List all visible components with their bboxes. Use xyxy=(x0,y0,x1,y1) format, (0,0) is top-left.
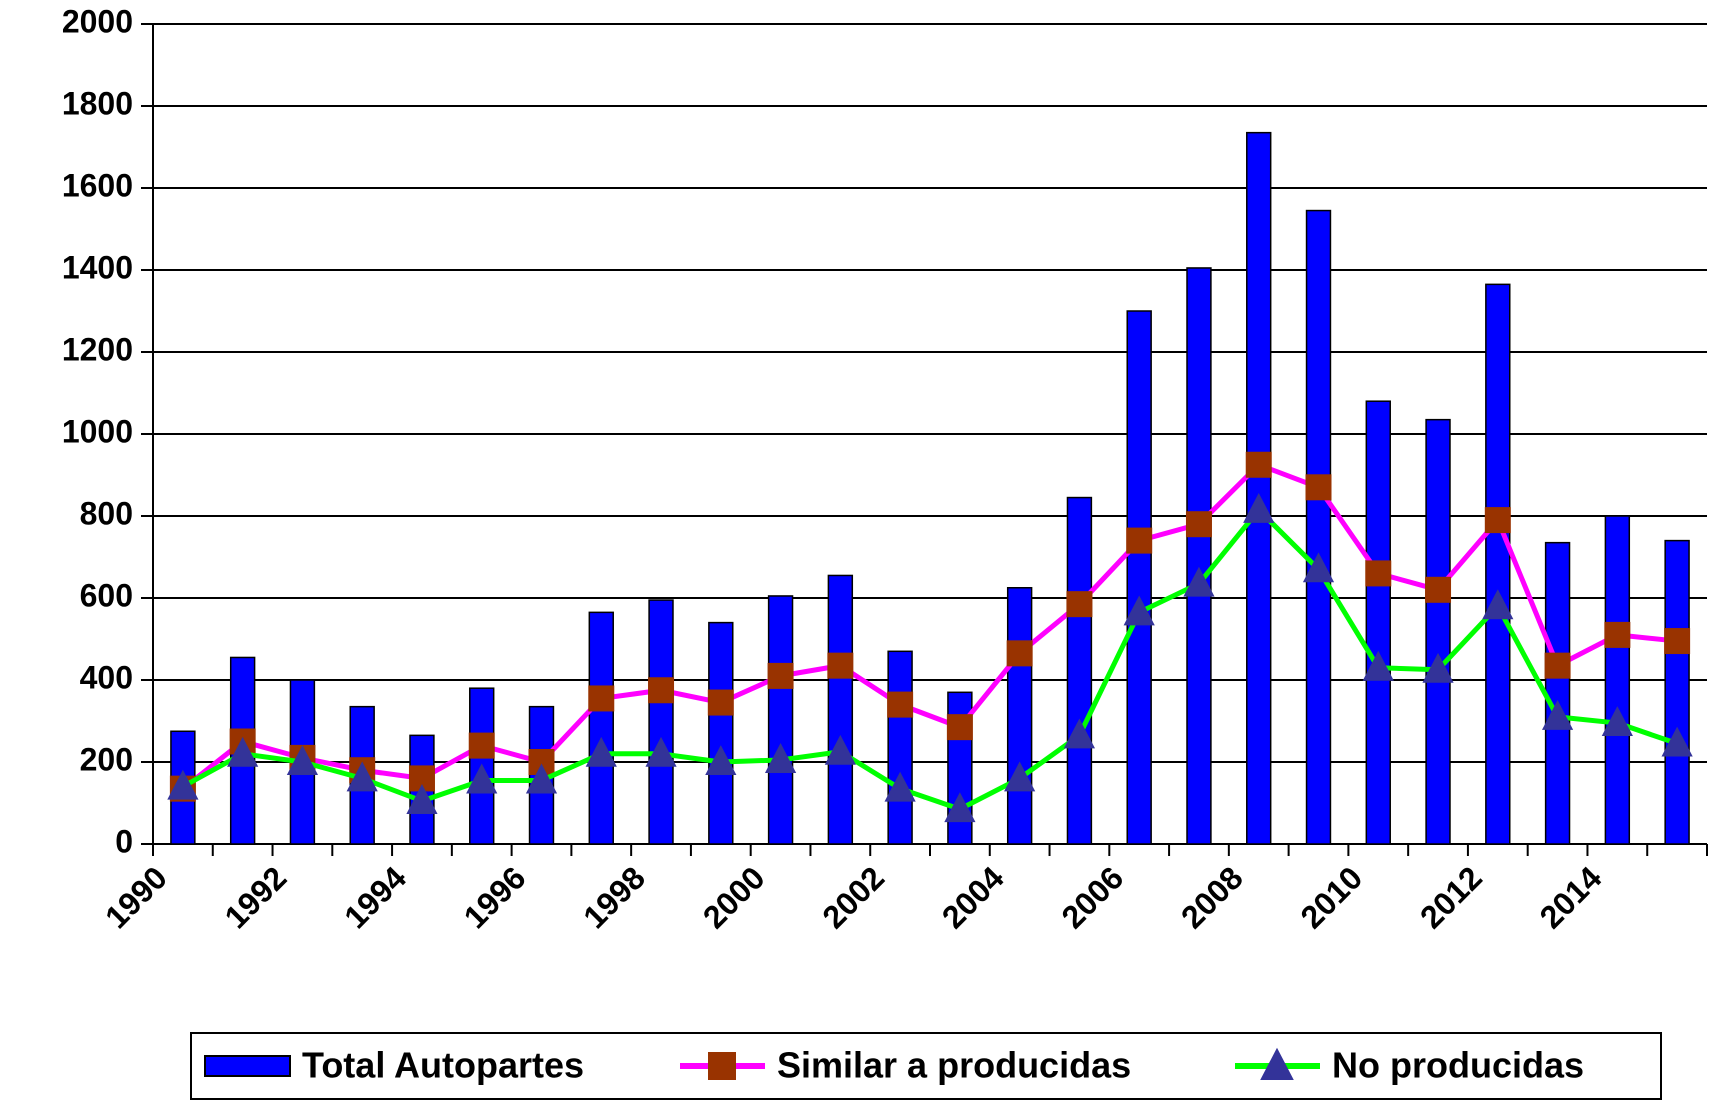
x-tick-label: 1990 xyxy=(98,859,174,935)
marker xyxy=(1123,595,1155,626)
bar xyxy=(1305,209,1332,845)
y-tick-label: 1600 xyxy=(62,167,133,203)
line xyxy=(181,462,1678,791)
bar xyxy=(1425,418,1451,845)
x-tick-label: 2008 xyxy=(1174,859,1250,935)
marker xyxy=(648,677,675,704)
marker xyxy=(468,732,495,759)
marker xyxy=(1063,718,1096,749)
bar xyxy=(1485,283,1511,845)
y-tick-label: 1400 xyxy=(62,249,133,285)
x-tick-label: 2006 xyxy=(1054,859,1130,935)
marker xyxy=(585,736,617,767)
marker xyxy=(1243,492,1275,523)
marker xyxy=(1425,576,1452,603)
marker xyxy=(1664,628,1691,655)
marker xyxy=(286,745,319,775)
marker xyxy=(1305,474,1332,501)
y-tick-label: 400 xyxy=(80,659,133,695)
marker xyxy=(1601,706,1633,737)
x-tick-label: 2010 xyxy=(1294,859,1370,935)
marker xyxy=(1183,566,1215,597)
bar xyxy=(887,650,913,845)
marker xyxy=(1006,640,1033,667)
y-tick-label: 2000 xyxy=(62,3,133,39)
marker xyxy=(1604,621,1631,648)
x-tick-label: 1994 xyxy=(337,859,413,935)
bar xyxy=(1365,400,1391,845)
marker xyxy=(707,689,734,716)
y-tick-label: 1000 xyxy=(62,413,133,449)
x-tick-label: 2014 xyxy=(1533,859,1609,935)
y-tick-label: 200 xyxy=(80,741,133,777)
marker xyxy=(525,763,558,794)
legend-label: Similar a producidas xyxy=(777,1045,1131,1086)
legend-marker xyxy=(708,1052,736,1080)
marker xyxy=(1365,560,1392,587)
marker xyxy=(1245,451,1272,478)
marker xyxy=(887,691,914,718)
x-tick-label: 2000 xyxy=(696,859,772,935)
bar xyxy=(1006,587,1033,845)
bar xyxy=(1664,539,1690,845)
bar xyxy=(767,595,794,845)
bar xyxy=(1186,267,1212,845)
marker xyxy=(1541,700,1574,730)
marker xyxy=(1004,761,1036,792)
bar xyxy=(1544,541,1571,845)
bar xyxy=(1246,131,1272,845)
marker xyxy=(1422,652,1454,683)
bar xyxy=(1604,515,1631,845)
y-tick-label: 800 xyxy=(80,495,133,531)
marker xyxy=(406,784,438,814)
marker xyxy=(1185,511,1212,538)
y-tick-label: 1200 xyxy=(62,331,133,367)
line xyxy=(181,507,1678,812)
x-tick-label: 1992 xyxy=(218,859,294,935)
marker xyxy=(1302,552,1335,583)
legend-swatch xyxy=(204,1055,291,1077)
marker xyxy=(167,769,199,800)
legend-label: Total Autopartes xyxy=(302,1045,584,1086)
bar xyxy=(1126,310,1152,845)
marker xyxy=(827,652,854,679)
marker xyxy=(466,763,498,794)
marker xyxy=(1362,650,1394,681)
legend-marker xyxy=(1260,1047,1294,1080)
legend-box xyxy=(190,1032,1662,1100)
marker xyxy=(884,771,916,802)
marker xyxy=(227,736,259,767)
bar xyxy=(708,621,734,845)
marker xyxy=(1482,589,1514,620)
y-tick-label: 1800 xyxy=(62,85,133,121)
bar xyxy=(648,599,674,845)
x-tick-label: 1998 xyxy=(576,859,652,935)
marker xyxy=(824,734,856,765)
y-tick-label: 0 xyxy=(115,823,133,859)
marker xyxy=(767,662,794,689)
marker xyxy=(944,792,976,823)
marker xyxy=(946,714,973,741)
marker xyxy=(588,685,615,712)
marker xyxy=(645,736,677,767)
marker xyxy=(1484,507,1511,534)
marker xyxy=(346,761,378,792)
marker xyxy=(1661,726,1693,757)
bar xyxy=(588,611,614,845)
marker xyxy=(1126,527,1153,554)
y-tick-label: 600 xyxy=(80,577,133,613)
bar xyxy=(1066,496,1093,845)
x-tick-label: 2002 xyxy=(815,859,891,935)
bar xyxy=(827,574,854,845)
marker xyxy=(705,745,737,775)
marker xyxy=(764,743,797,773)
x-tick-label: 2012 xyxy=(1413,859,1489,935)
x-tick-label: 2004 xyxy=(935,859,1011,935)
marker xyxy=(1066,591,1093,618)
legend: Total Autopartes Similar a producidas No p… xyxy=(190,1032,1662,1100)
marker xyxy=(1544,652,1571,679)
x-tick-label: 1996 xyxy=(457,859,533,935)
legend-label: No producidas xyxy=(1332,1045,1584,1086)
